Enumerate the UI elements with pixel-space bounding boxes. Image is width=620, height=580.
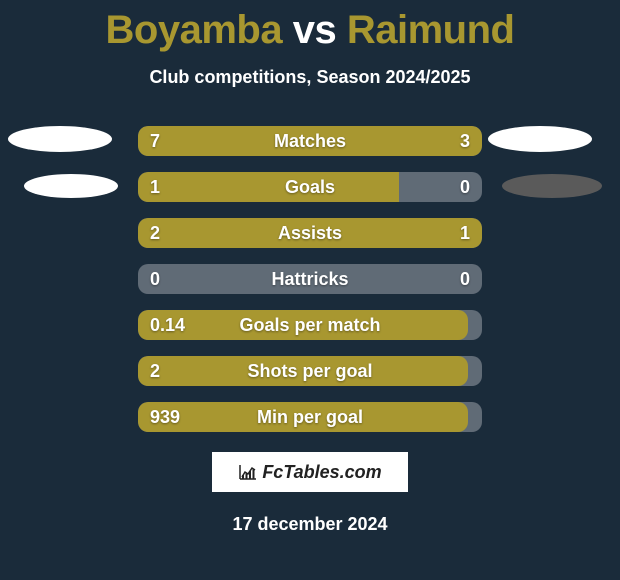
- player2-name: Raimund: [347, 8, 515, 52]
- stat-row: 2Shots per goal: [138, 356, 482, 386]
- stat-value-right: 0: [460, 264, 470, 294]
- stat-label: Hattricks: [138, 264, 482, 294]
- stat-row: 2Assists1: [138, 218, 482, 248]
- team-oval: [488, 126, 592, 152]
- branding-text: FcTables.com: [262, 462, 381, 483]
- team-oval: [24, 174, 118, 198]
- stat-value-right: 1: [460, 218, 470, 248]
- stat-label: Matches: [138, 126, 482, 156]
- vs-text: vs: [293, 8, 337, 52]
- stat-row: 0.14Goals per match: [138, 310, 482, 340]
- stat-row: 7Matches3: [138, 126, 482, 156]
- chart-area: 7Matches31Goals02Assists10Hattricks00.14…: [0, 126, 620, 432]
- stat-row: 0Hattricks0: [138, 264, 482, 294]
- chart-icon: [238, 463, 258, 481]
- stat-row: 939Min per goal: [138, 402, 482, 432]
- stat-label: Shots per goal: [138, 356, 482, 386]
- stat-value-right: 0: [460, 172, 470, 202]
- stat-label: Assists: [138, 218, 482, 248]
- team-oval: [502, 174, 602, 198]
- date-text: 17 december 2024: [0, 514, 620, 535]
- stat-row: 1Goals0: [138, 172, 482, 202]
- team-oval: [8, 126, 112, 152]
- stat-value-right: 3: [460, 126, 470, 156]
- branding-box: FcTables.com: [212, 452, 408, 492]
- player1-name: Boyamba: [106, 8, 283, 52]
- subtitle: Club competitions, Season 2024/2025: [0, 67, 620, 88]
- stat-label: Min per goal: [138, 402, 482, 432]
- comparison-title: Boyamba vs Raimund: [0, 0, 620, 53]
- stat-label: Goals: [138, 172, 482, 202]
- stat-label: Goals per match: [138, 310, 482, 340]
